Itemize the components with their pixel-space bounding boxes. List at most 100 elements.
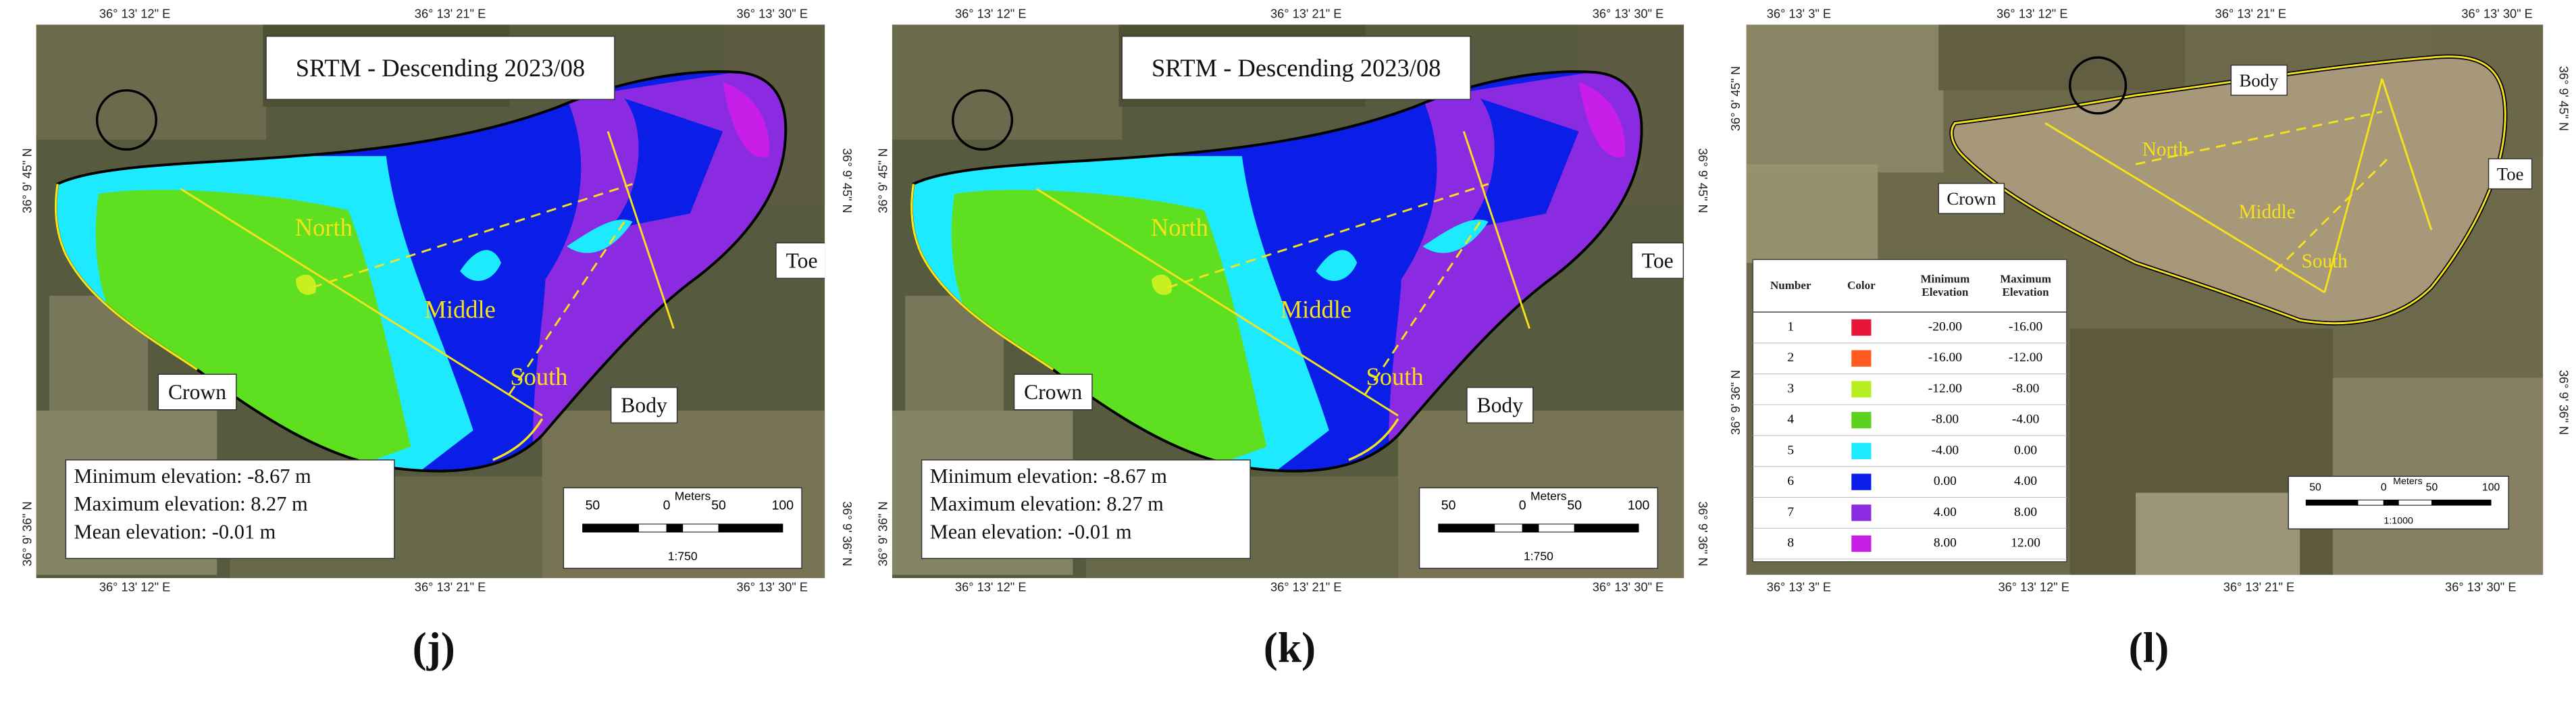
- satellite-patch: [2136, 492, 2300, 575]
- scale-segment: [2431, 499, 2492, 506]
- part-label: Body: [621, 393, 667, 417]
- legend-swatch: [1851, 350, 1872, 367]
- caption: (k): [1264, 624, 1316, 671]
- legend-table: Number Color Minimum Elevation Maximum Elev…: [1752, 259, 2067, 563]
- section-line: [1036, 188, 1399, 417]
- part-label: Crown: [1947, 188, 1996, 209]
- coord-left: 36° 9' 36" N: [1728, 370, 1743, 435]
- zone: [608, 98, 723, 230]
- scarp: [54, 184, 544, 461]
- scale-segment: [2398, 499, 2432, 506]
- section-line: [2044, 122, 2325, 294]
- zone: [723, 82, 769, 157]
- coord-bottom: 36° 13' 12" E: [955, 580, 1026, 594]
- scale-ratio: 1:750: [668, 550, 698, 563]
- coord-bottom: 36° 13' 21" E: [2223, 580, 2294, 594]
- legend-header: Maximum Elevation: [2000, 272, 2051, 299]
- scale-tick: 50: [1567, 498, 1582, 513]
- satellite-patch: [1746, 164, 1878, 263]
- scale-segment: [2357, 499, 2384, 506]
- coord-right: 36° 9' 36" N: [840, 501, 854, 566]
- zone: [1422, 219, 1489, 253]
- coord-left: 36° 9' 45" N: [875, 148, 890, 213]
- slide-outline: [1951, 55, 2506, 325]
- section-line: [2274, 155, 2392, 272]
- scale-tick: 50: [2309, 481, 2321, 493]
- legend-min: 8.00: [1934, 536, 1957, 550]
- satellite-patch: [1938, 24, 2186, 90]
- legend-number: 2: [1787, 350, 1794, 365]
- legend-header: Number: [1770, 279, 1811, 292]
- section-line: [1462, 131, 1530, 329]
- caption: (j): [413, 624, 455, 671]
- coord-top: 36° 13' 12" E: [1997, 7, 2067, 21]
- zone: [95, 190, 411, 471]
- legend-swatch: [1851, 473, 1872, 490]
- scale-tick: 0: [1519, 498, 1526, 513]
- coord-left: 36° 9' 45" N: [20, 148, 34, 213]
- coord-left: 36° 9' 36" N: [20, 501, 34, 566]
- scale-segment: [1538, 523, 1575, 533]
- coord-top: 36° 13' 12" E: [955, 7, 1026, 21]
- map-title: SRTM - Descending 2023/08: [296, 54, 585, 82]
- zone-label: North: [295, 213, 353, 241]
- marker-circle: [952, 89, 1014, 151]
- coord-right: 36° 9' 36" N: [1696, 501, 1710, 566]
- legend-number: 5: [1787, 443, 1794, 457]
- coord-bottom: 36° 13' 30" E: [1593, 580, 1664, 594]
- scale-segment: [1438, 523, 1495, 533]
- zone: [1464, 98, 1579, 230]
- legend-swatch: [1851, 535, 1872, 552]
- legend-number: 3: [1787, 382, 1794, 396]
- legend-header-cell: Minimum Elevation: [1920, 272, 1970, 299]
- legend-min: -20.00: [1928, 319, 1962, 334]
- coord-left: 36° 9' 36" N: [875, 501, 890, 566]
- coord-bottom: 36° 13' 30" E: [737, 580, 808, 594]
- legend-swatch: [1851, 381, 1872, 398]
- legend-number: 8: [1787, 536, 1794, 550]
- section-line: [311, 183, 633, 289]
- scarp: [910, 184, 1399, 461]
- coord-top: 36° 13' 3" E: [1767, 7, 1831, 21]
- scale-segment: [682, 523, 719, 533]
- zone-label: Middle: [424, 296, 495, 323]
- legend-number: 6: [1787, 474, 1794, 488]
- zone-label: North: [2142, 138, 2188, 160]
- zone-label: Middle: [1281, 296, 1351, 323]
- zone: [460, 250, 501, 281]
- marker-circle: [2069, 56, 2128, 115]
- scale-segment: [1494, 523, 1523, 533]
- legend-swatch: [1851, 319, 1872, 336]
- satellite-patch: [892, 24, 1123, 140]
- coord-left: 36° 9' 45" N: [1728, 66, 1743, 131]
- scale-tick: 0: [2381, 481, 2387, 493]
- scale-unit: Meters: [1530, 489, 1567, 502]
- marker-circle: [95, 89, 157, 151]
- zone: [951, 190, 1267, 471]
- legend-min: 0.00: [1934, 474, 1957, 488]
- legend-max: -16.00: [2009, 319, 2042, 334]
- section-line: [2323, 78, 2384, 293]
- legend-min: 4.00: [1934, 505, 1957, 519]
- map-panel: North Middle South Crown Body Toe SRTM - Desce…: [20, 7, 854, 671]
- legend-box: [1752, 259, 2067, 563]
- legend-max: -8.00: [2012, 382, 2039, 396]
- zone: [567, 219, 633, 253]
- part-label: Body: [1477, 393, 1524, 417]
- zone-label: Middle: [2238, 201, 2295, 223]
- zone: [1578, 82, 1626, 157]
- section-line: [607, 131, 675, 329]
- zone-label: South: [1366, 363, 1424, 390]
- stats-line: Mean elevation: -0.01 m: [930, 520, 1132, 543]
- coord-top: 36° 13' 21" E: [415, 7, 486, 21]
- legend-swatch: [1851, 504, 1872, 521]
- part-label-box: [157, 373, 237, 411]
- coord-bottom: 36° 13' 21" E: [415, 580, 486, 594]
- stats-line: Maximum elevation: 8.27 m: [930, 492, 1164, 515]
- coord-right: 36° 9' 45" N: [1696, 148, 1710, 213]
- scale-unit: Meters: [675, 489, 711, 502]
- part-label: Toe: [786, 249, 818, 272]
- legend-header: Minimum Elevation: [1920, 272, 1970, 299]
- coord-top: 36° 13' 12" E: [99, 7, 170, 21]
- legend-max: 8.00: [2014, 505, 2037, 519]
